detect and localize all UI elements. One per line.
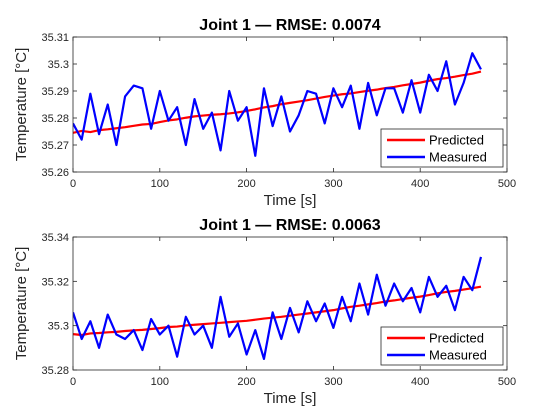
y-tick-label: 35.3	[48, 321, 69, 333]
legend-label-predicted: Predicted	[429, 331, 484, 346]
y-tick-label: 35.3	[48, 59, 69, 71]
legend: Predicted Measured	[380, 128, 504, 168]
legend-label-measured: Measured	[429, 348, 487, 363]
x-tick-label: 500	[498, 376, 516, 388]
chart-panel-2: 0 100 200 300 400 500 35.28 35.3 35.32 35.34 Joint…	[13, 217, 516, 407]
chart-title: Joint 1 — RMSE: 0.0074	[199, 17, 380, 34]
y-tick-label: 35.27	[41, 140, 69, 152]
y-axis-label: Temperature [°C]	[13, 247, 30, 361]
legend: Predicted Measured	[380, 326, 504, 366]
series-line-predicted	[73, 285, 482, 337]
x-tick-label: 500	[498, 178, 516, 190]
x-tick-label: 200	[237, 178, 255, 190]
legend-label-measured: Measured	[429, 150, 487, 165]
series-line-measured	[73, 256, 483, 361]
x-tick-label: 100	[151, 376, 169, 388]
chart-title: Joint 1 — RMSE: 0.0063	[199, 217, 380, 234]
y-tick-label: 35.28	[41, 365, 69, 377]
legend-box	[380, 128, 504, 168]
y-tick-label: 35.34	[41, 232, 69, 244]
axes-box	[72, 36, 508, 173]
legend-box	[380, 326, 504, 366]
x-axis-label: Time [s]	[264, 192, 317, 209]
x-tick-label: 100	[151, 178, 169, 190]
x-axis-label: Time [s]	[264, 390, 317, 407]
x-tick-label: 400	[411, 376, 429, 388]
x-tick-label: 200	[237, 376, 255, 388]
y-axis-label: Temperature [°C]	[13, 48, 30, 162]
y-tick-label: 35.31	[41, 32, 69, 44]
x-tick-label: 400	[411, 178, 429, 190]
series-line-measured	[73, 52, 482, 157]
y-tick-label: 35.28	[41, 113, 69, 125]
chart-panel-1: 0 100 200 300 400 500 35.26 35.27 35.28 35.29 35.3…	[13, 17, 516, 209]
x-tick-label: 0	[70, 376, 76, 388]
axes-box	[72, 236, 508, 371]
y-tick-label: 35.29	[41, 86, 69, 98]
y-tick-label: 35.32	[41, 276, 69, 288]
x-tick-label: 300	[324, 178, 342, 190]
legend-label-predicted: Predicted	[429, 133, 484, 148]
y-tick-label: 35.26	[41, 167, 69, 179]
x-tick-label: 300	[324, 376, 342, 388]
x-tick-label: 0	[70, 178, 76, 190]
